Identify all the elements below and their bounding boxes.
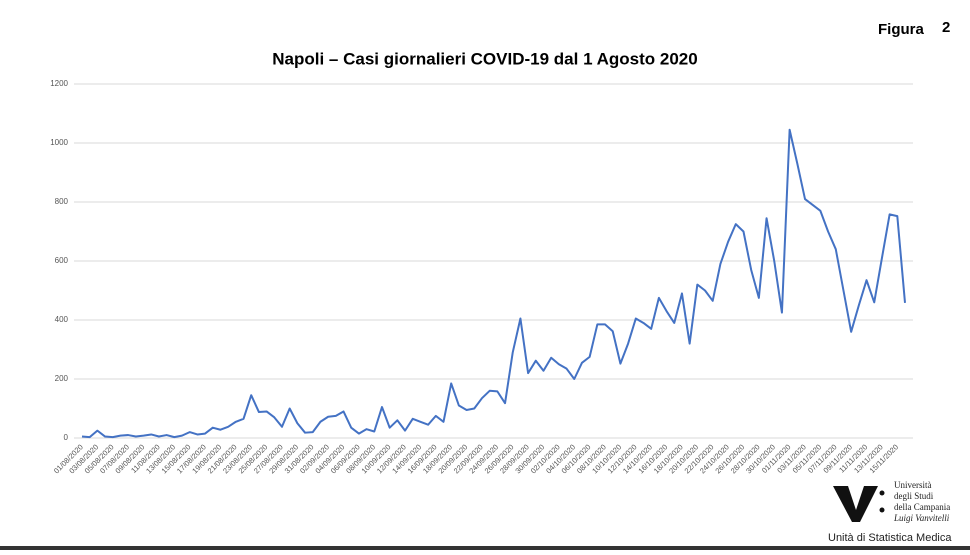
logo-dot [879,507,885,513]
figure-label: Figura [878,21,924,38]
y-tick-label: 200 [55,374,69,383]
logo-dot [879,490,885,496]
figure-number: 2 [942,19,950,36]
y-tick-label: 0 [64,433,69,442]
logo-text: della Campania [894,502,950,512]
y-tick-label: 1000 [50,138,68,147]
series-line [81,128,906,439]
logo-text: Luigi Vanvitelli [893,513,950,523]
y-tick-label: 800 [55,197,69,206]
logo-text: Università [894,480,932,490]
logo-v [833,486,878,522]
y-tick-label: 1200 [50,79,68,88]
bottom-bar [0,546,970,550]
logo-unit: Unità di Statistica Medica [828,532,952,544]
logo-text: degli Studi [894,491,934,501]
y-tick-label: 400 [55,315,69,324]
y-tick-label: 600 [55,256,69,265]
chart-title: Napoli – Casi giornalieri COVID-19 dal 1… [272,49,697,68]
